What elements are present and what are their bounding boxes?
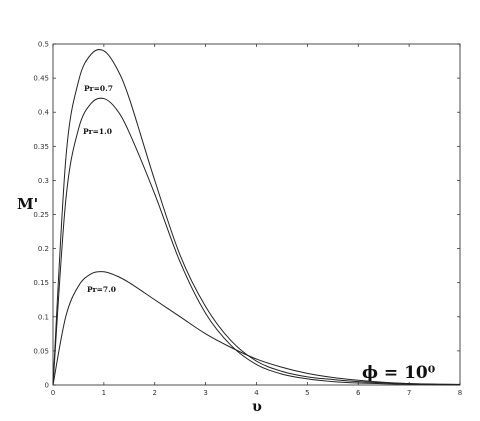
series-line-2 [52,271,461,386]
y-tick-label: 0.25 [33,211,49,219]
x-tick-label: 2 [153,389,157,397]
curve-label-pr-1-0: Pr=1.0 [83,127,112,136]
x-tick-label: 1 [102,389,106,397]
plot-frame [52,43,461,386]
x-tick-label: 8 [458,389,462,397]
x-tick-label: 7 [407,389,411,397]
y-tick-label: 0.45 [33,75,49,83]
curve-label-pr-7-0: Pr=7.0 [87,285,116,294]
y-tick-label: 0.3 [38,177,49,185]
y-tick-labels: 0 0.05 0.1 0.15 0.2 0.25 0.3 0.35 0.4 0.45 0.5 [33,41,49,390]
series-line-0 [52,49,461,386]
phi-annotation: ϕ = 10⁰ [362,363,435,383]
series-line-1 [52,97,461,386]
y-tick-label: 0.15 [33,279,49,287]
axis-ticks [52,43,461,386]
y-tick-label: 0.05 [33,347,49,355]
x-axis-title: υ [252,399,262,415]
y-tick-label: 0 [45,382,49,390]
x-tick-label: 4 [254,389,259,397]
x-tick-labels: 0 1 2 3 4 5 6 7 8 [51,389,462,397]
y-tick-label: 0.35 [33,143,49,151]
y-tick-label: 0.2 [38,245,49,253]
series-curves [52,49,461,386]
y-tick-label: 0.1 [38,313,49,321]
y-tick-label: 0.4 [38,109,50,117]
x-tick-label: 5 [305,389,309,397]
x-tick-label: 0 [51,389,55,397]
curve-label-pr-0-7: Pr=0.7 [84,84,113,93]
y-tick-label: 0.5 [38,41,49,49]
x-tick-label: 6 [356,389,361,397]
x-tick-label: 3 [203,389,207,397]
y-axis-title: M' [17,195,38,213]
